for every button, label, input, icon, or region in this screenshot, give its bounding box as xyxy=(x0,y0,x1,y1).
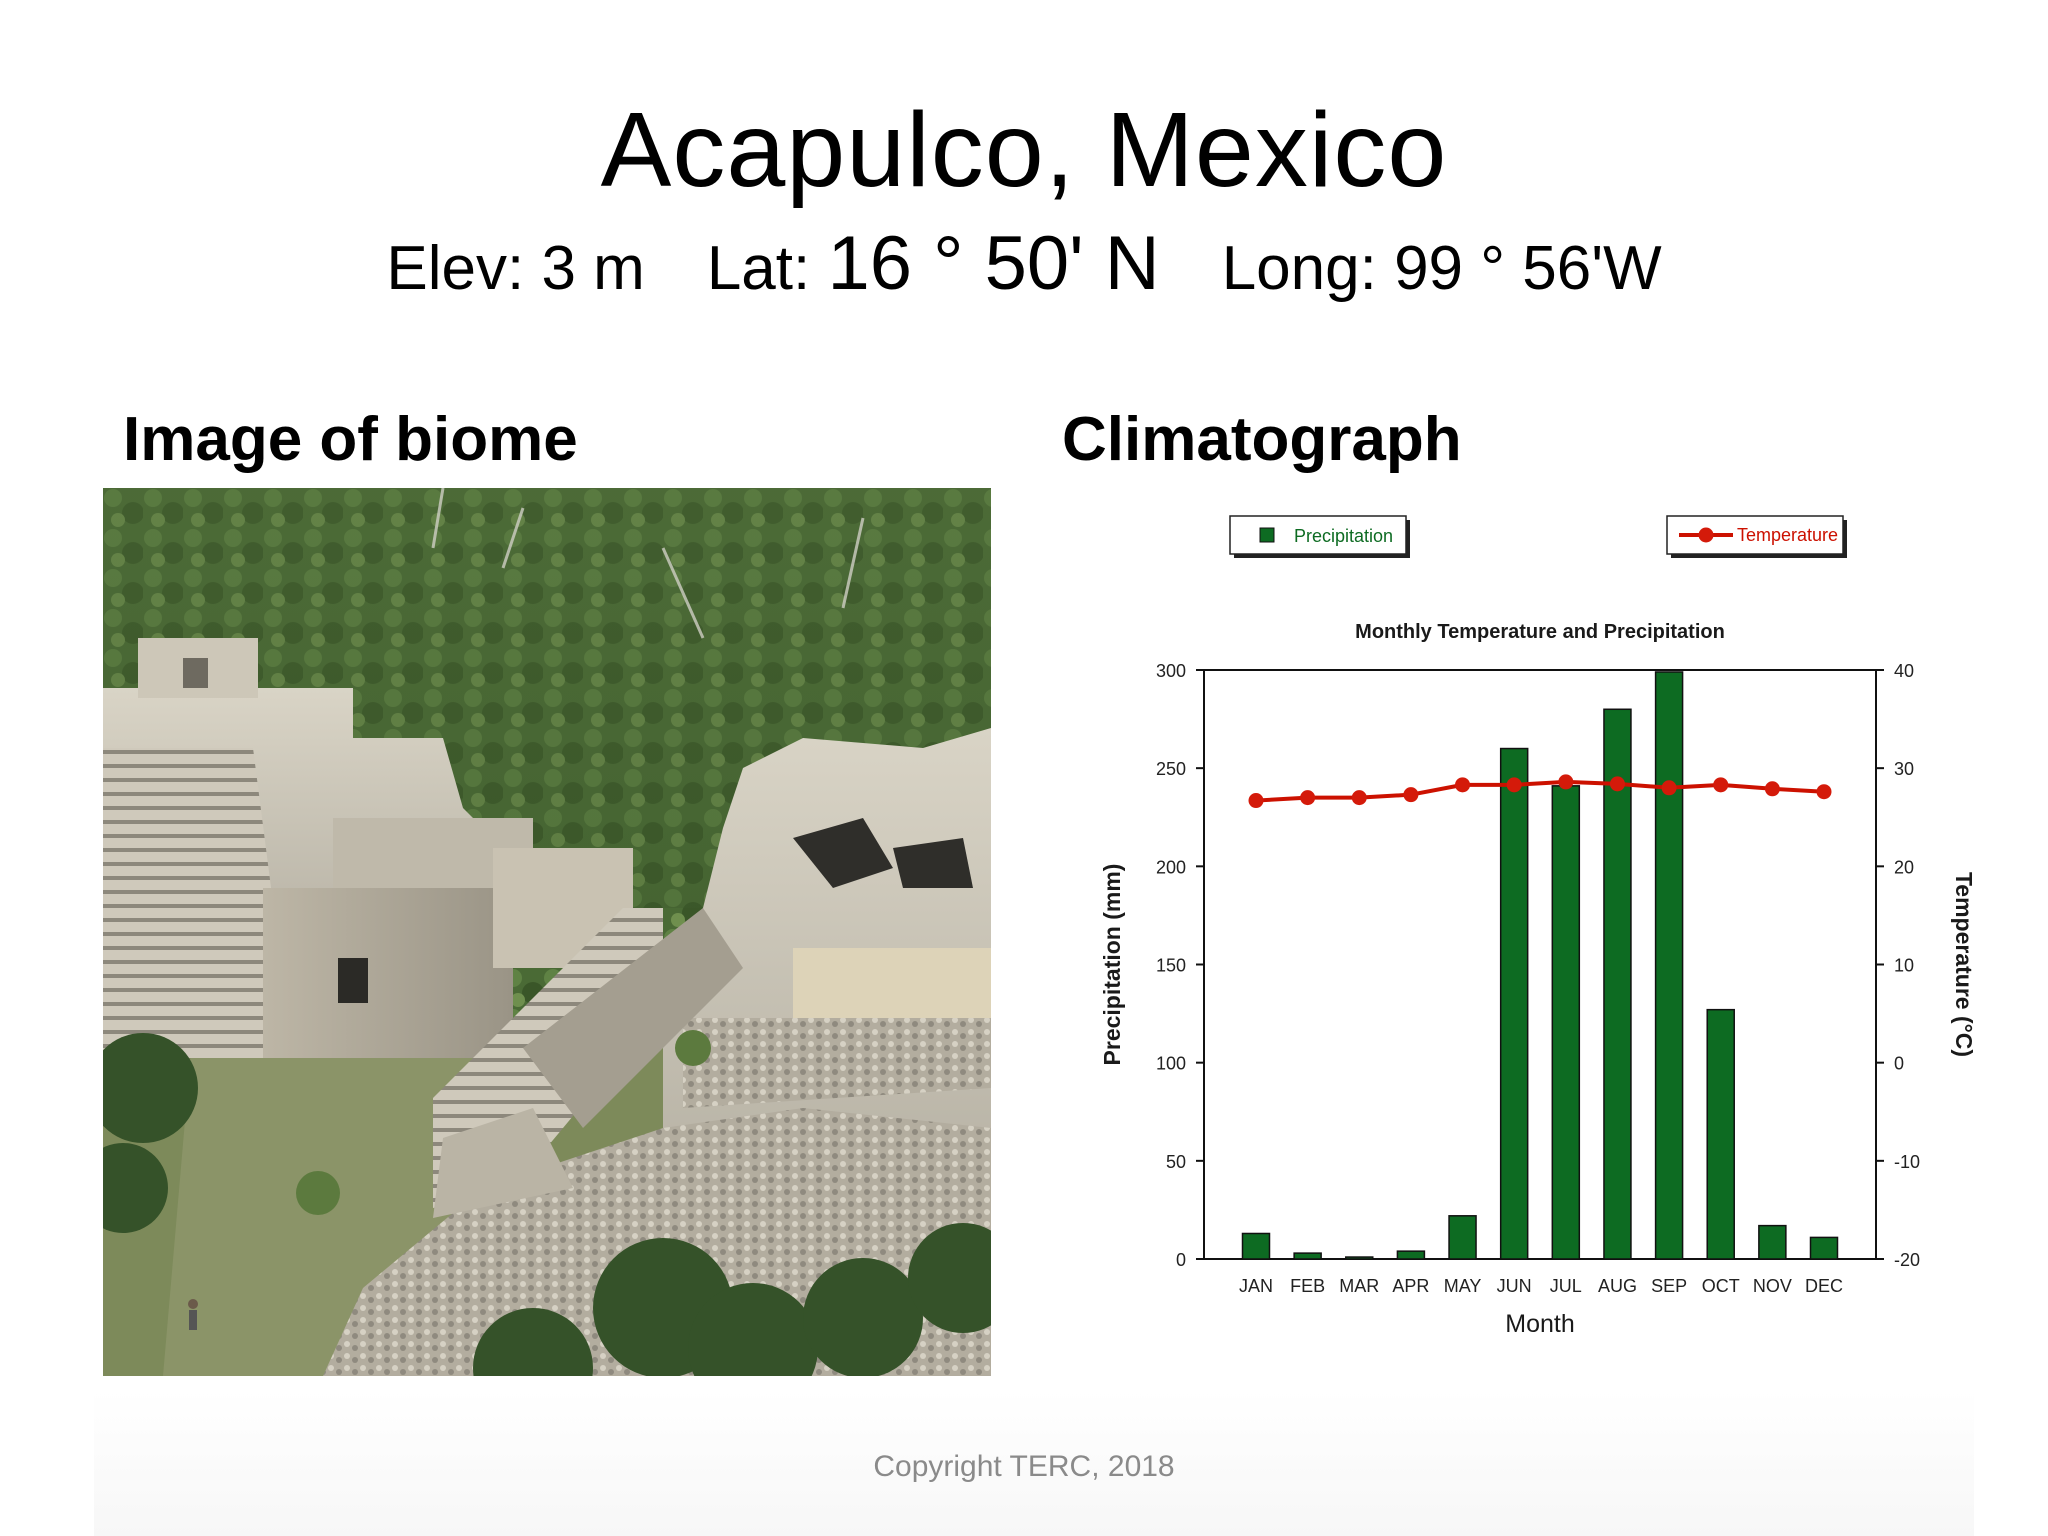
x-tick-label: AUG xyxy=(1598,1276,1637,1296)
x-tick-label: JUL xyxy=(1550,1276,1582,1296)
x-tick-label: JUN xyxy=(1497,1276,1532,1296)
y2-tick-label: -10 xyxy=(1894,1152,1920,1172)
precipitation-bar xyxy=(1293,1252,1322,1260)
precipitation-bar xyxy=(1241,1232,1271,1260)
precipitation-bar xyxy=(1448,1215,1477,1260)
y2-tick-label: 40 xyxy=(1894,661,1914,681)
legend-precipitation: Precipitation xyxy=(1229,515,1410,558)
location-info: Elev: 3 m Lat: 16 ° 50' N Long: 99 ° 56'W xyxy=(0,222,2048,306)
y-axis-label: Precipitation (mm) xyxy=(1099,864,1125,1066)
x-tick-label: JAN xyxy=(1239,1276,1273,1296)
precipitation-bar xyxy=(1654,671,1684,1260)
latitude-value: 16 ° 50' N xyxy=(827,221,1160,306)
precipitation-bar xyxy=(1396,1250,1426,1260)
x-tick-label: FEB xyxy=(1290,1276,1325,1296)
y-tick-label: 0 xyxy=(1176,1250,1186,1270)
temperature-point xyxy=(1506,777,1522,793)
y2-tick-label: 10 xyxy=(1894,956,1914,976)
plot-frame xyxy=(1203,669,1877,1260)
temperature-point xyxy=(1455,777,1471,793)
temperature-point xyxy=(1403,787,1419,803)
precipitation-bar xyxy=(1603,708,1632,1260)
image-heading: Image of biome xyxy=(123,405,578,474)
temperature-point xyxy=(1609,776,1625,792)
legend-frame xyxy=(1229,515,1407,555)
climatograph-chart: Precipitation Temperature Monthly Tempera… xyxy=(1099,515,1977,1338)
legend-label: Temperature xyxy=(1737,525,1838,545)
y-tick-label: 200 xyxy=(1156,857,1186,877)
x-tick-label: OCT xyxy=(1702,1276,1740,1296)
temperature-point xyxy=(1764,781,1780,797)
precipitation-bar xyxy=(1345,1256,1374,1260)
longitude-text: Long: 99 ° 56'W xyxy=(1221,234,1662,303)
temperature-point xyxy=(1351,790,1367,806)
y2-tick-label: 30 xyxy=(1894,759,1914,779)
chart-heading: Climatograph xyxy=(1062,405,1462,474)
legend-temperature: Temperature xyxy=(1666,515,1847,558)
y-tick-label: 150 xyxy=(1156,956,1186,976)
x-tick-label: DEC xyxy=(1805,1276,1843,1296)
y2-tick-label: 20 xyxy=(1894,857,1914,877)
y2-tick-label: -20 xyxy=(1894,1250,1920,1270)
y-tick-label: 50 xyxy=(1166,1152,1186,1172)
page-title: Acapulco, Mexico xyxy=(600,91,1448,209)
y-tick-label: 250 xyxy=(1156,759,1186,779)
y-tick-label: 300 xyxy=(1156,661,1186,681)
x-tick-label: NOV xyxy=(1753,1276,1792,1296)
temperature-point xyxy=(1713,777,1729,793)
y-tick-label: 100 xyxy=(1156,1054,1186,1074)
precipitation-bar xyxy=(1551,785,1581,1260)
precipitation-bar xyxy=(1706,1008,1735,1260)
legend-swatch xyxy=(1259,527,1275,543)
x-tick-label: SEP xyxy=(1651,1276,1687,1296)
temperature-point xyxy=(1661,780,1677,796)
copyright-text: Copyright TERC, 2018 xyxy=(873,1450,1175,1483)
precipitation-bar xyxy=(1499,747,1529,1260)
footer-band xyxy=(94,1390,1974,1536)
x-tick-label: MAY xyxy=(1444,1276,1482,1296)
legend-point xyxy=(1698,527,1714,543)
x-axis-label: Month xyxy=(1505,1310,1574,1338)
y2-tick-label: 0 xyxy=(1894,1054,1904,1074)
x-tick-label: MAR xyxy=(1339,1276,1379,1296)
latitude-label: Lat: xyxy=(706,234,811,303)
x-tick-label: APR xyxy=(1392,1276,1429,1296)
ruins-illustration xyxy=(103,488,991,1376)
y2-axis-label: Temperature (°C) xyxy=(1951,872,1977,1057)
precipitation-bar xyxy=(1758,1224,1787,1260)
biome-photo xyxy=(103,488,991,1376)
legend-label: Precipitation xyxy=(1294,526,1393,546)
temperature-point xyxy=(1248,793,1264,809)
precipitation-bar xyxy=(1809,1236,1839,1260)
temperature-point xyxy=(1558,774,1574,790)
temperature-point xyxy=(1816,784,1832,800)
elevation-text: Elev: 3 m xyxy=(386,234,645,303)
chart-title: Monthly Temperature and Precipitation xyxy=(1355,621,1725,643)
temperature-line xyxy=(1255,779,1825,803)
temperature-point xyxy=(1300,790,1316,806)
